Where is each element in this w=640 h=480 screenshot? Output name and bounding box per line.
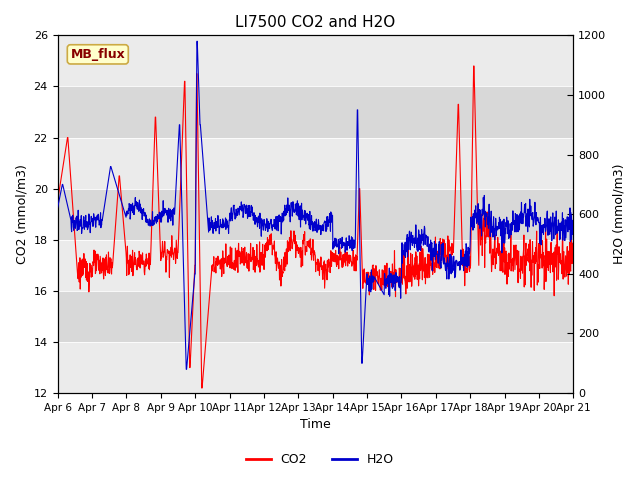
Y-axis label: CO2 (mmol/m3): CO2 (mmol/m3) (15, 164, 28, 264)
Bar (58, 138, 573, 189)
Bar (58, 86, 573, 138)
Bar (58, 189, 573, 240)
Bar (58, 291, 573, 342)
X-axis label: Time: Time (300, 419, 331, 432)
Bar (58, 240, 573, 291)
Text: MB_flux: MB_flux (70, 48, 125, 61)
Title: LI7500 CO2 and H2O: LI7500 CO2 and H2O (236, 15, 396, 30)
Legend: CO2, H2O: CO2, H2O (241, 448, 399, 471)
Bar (58, 342, 573, 393)
Bar (58, 36, 573, 86)
Y-axis label: H2O (mmol/m3): H2O (mmol/m3) (612, 164, 625, 264)
